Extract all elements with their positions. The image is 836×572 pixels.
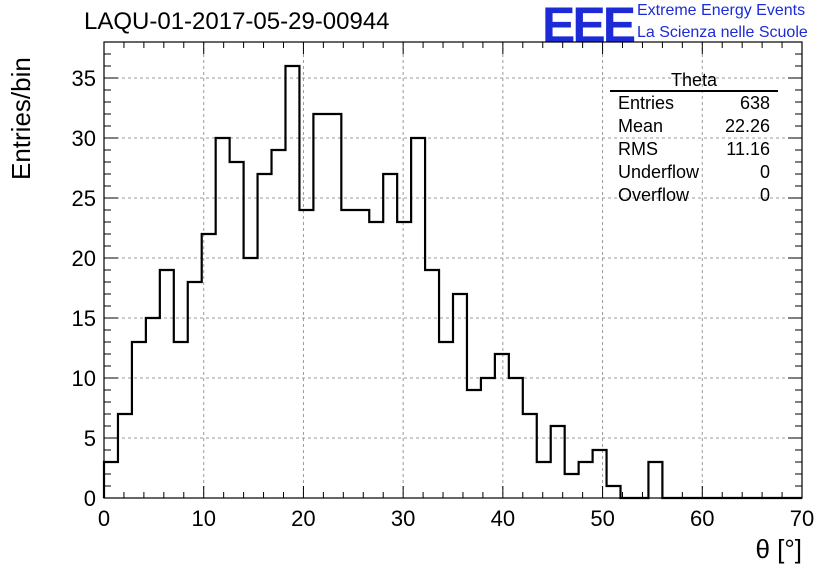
histogram-bin: [132, 342, 146, 498]
y-tick-label: 5: [84, 426, 96, 451]
stats-value: 22.26: [724, 116, 770, 136]
histogram-bin: [495, 354, 509, 498]
histogram-bin: [118, 414, 132, 498]
y-tick-label: 10: [72, 366, 96, 391]
histogram-bin: [523, 414, 537, 498]
x-tick-label: 70: [790, 506, 814, 531]
histogram-bin: [369, 222, 383, 498]
stats-label: Mean: [618, 116, 664, 136]
y-tick-label: 20: [72, 246, 96, 271]
stats-value: 0: [759, 162, 770, 182]
y-tick-label: 25: [72, 186, 96, 211]
histogram-bin: [146, 318, 160, 498]
y-tick-label: 0: [84, 486, 96, 511]
histogram-bin: [216, 138, 230, 498]
stats-label: Overflow: [618, 185, 690, 205]
histogram-bin: [355, 210, 369, 498]
histogram-bin: [425, 270, 439, 498]
plot-frame: [103, 41, 803, 499]
y-tick-label: 35: [72, 66, 96, 91]
histogram-bin: [579, 462, 593, 498]
histogram-bin: [383, 174, 397, 498]
histogram-bin: [607, 486, 621, 498]
histogram-bin: [272, 150, 286, 498]
histogram-bin: [299, 210, 313, 498]
x-tick-label: 30: [391, 506, 415, 531]
y-tick-label: 30: [72, 126, 96, 151]
histogram-bin: [313, 114, 327, 498]
x-axis-label: θ [°]: [755, 534, 802, 564]
histogram-bin: [551, 426, 565, 498]
stats-row-underflow: Underflow 0: [610, 161, 778, 184]
x-tick-label: 10: [191, 506, 215, 531]
histogram-bin: [397, 222, 411, 498]
stats-value: 638: [739, 93, 770, 113]
histogram-bin: [104, 462, 118, 498]
histogram-bin: [537, 462, 551, 498]
x-tick-label: 50: [590, 506, 614, 531]
histogram-bin: [467, 390, 481, 498]
histogram-bin: [160, 270, 174, 498]
histogram-bin: [258, 174, 272, 498]
histogram-bin: [327, 114, 341, 498]
histogram-bin: [453, 294, 467, 498]
histogram-bin: [188, 282, 202, 498]
histogram-bin: [565, 474, 579, 498]
chart-title: LAQU-01-2017-05-29-00944: [84, 8, 390, 35]
x-tick-label: 60: [690, 506, 714, 531]
stats-value: 11.16: [726, 139, 770, 159]
histogram-bin: [439, 342, 453, 498]
stats-row-mean: Mean 22.26: [610, 115, 778, 138]
logo-line-1: Extreme Energy Events: [637, 2, 806, 19]
stats-box: Theta Entries 638 Mean 22.26 RMS 11.16 U…: [610, 70, 778, 207]
stats-row-rms: RMS 11.16: [610, 138, 778, 161]
stats-label: Underflow: [618, 162, 700, 182]
eee-logo: EEE: [542, 0, 636, 53]
histogram-bin: [285, 66, 299, 498]
stats-title: Theta: [610, 70, 778, 92]
histogram-bin: [593, 450, 607, 498]
histogram-bin: [341, 210, 355, 498]
stats-label: Entries: [618, 93, 675, 113]
logo-line-2: La Scienza nelle Scuole: [637, 24, 808, 41]
x-tick-label: 40: [491, 506, 515, 531]
stats-row-overflow: Overflow 0: [610, 184, 778, 207]
x-tick-label: 0: [98, 506, 110, 531]
stats-row-entries: Entries 638: [610, 92, 778, 115]
stats-label: RMS: [618, 139, 658, 159]
y-tick-label: 15: [72, 306, 96, 331]
x-tick-label: 20: [291, 506, 315, 531]
histogram-bin: [230, 162, 244, 498]
stats-value: 0: [759, 185, 770, 205]
histogram-bin: [174, 342, 188, 498]
histogram-bin: [648, 462, 662, 498]
